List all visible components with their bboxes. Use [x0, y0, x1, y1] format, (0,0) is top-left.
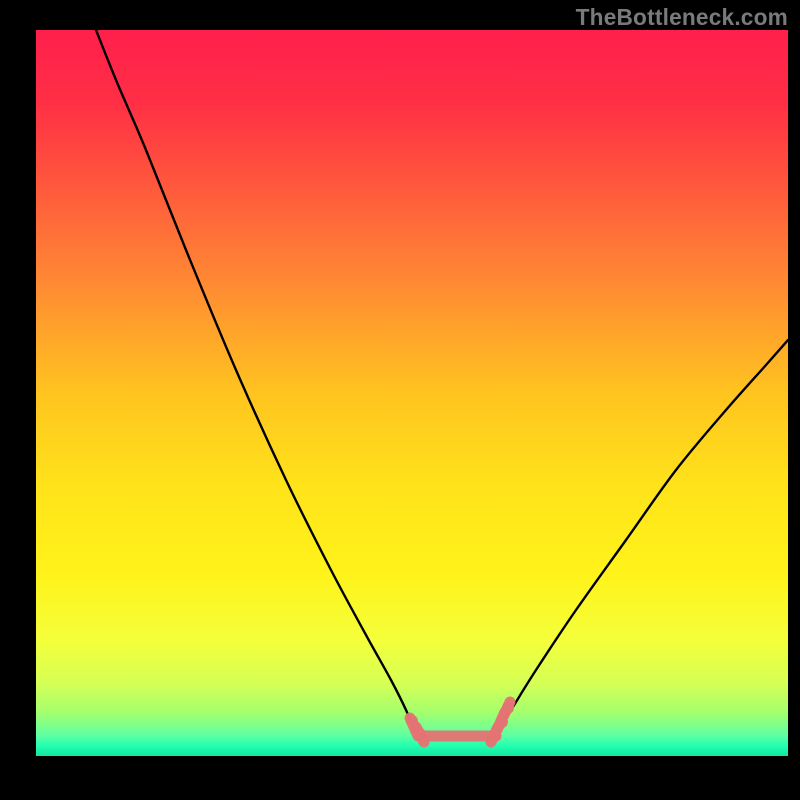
curve-right-branch [498, 340, 788, 730]
curve-left-branch [96, 30, 414, 730]
chart-frame: TheBottleneck.com [0, 0, 800, 800]
plot-area [36, 30, 788, 756]
bottleneck-curve [36, 30, 788, 756]
highlight-cluster [406, 702, 514, 742]
watermark-label: TheBottleneck.com [576, 4, 788, 31]
